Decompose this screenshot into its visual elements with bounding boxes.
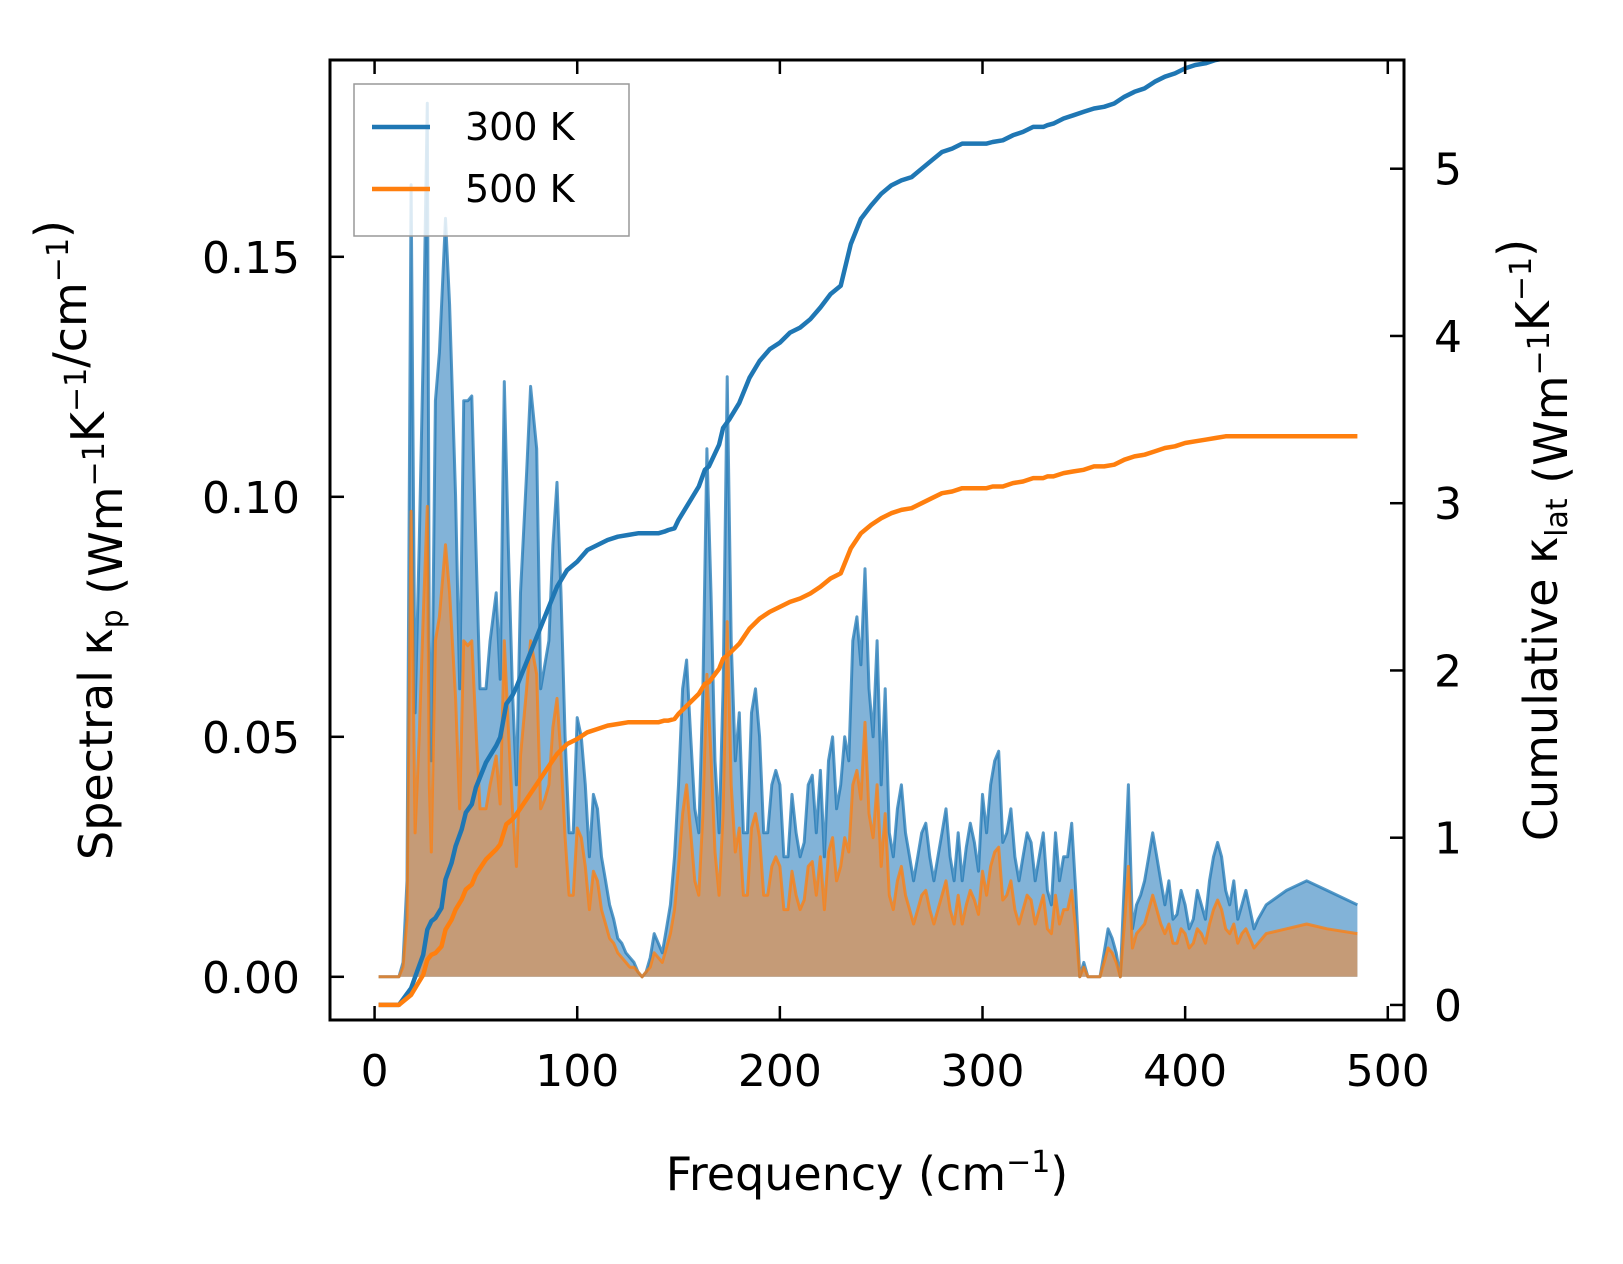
y-left-tick-label: 0.05 xyxy=(202,713,300,764)
x-axis-title: Frequency (cm−1) xyxy=(666,1145,1069,1201)
cumulative-500k-line xyxy=(378,434,1358,1008)
spectral-500k-area xyxy=(378,506,1358,977)
y-right-tick-label: 5 xyxy=(1434,145,1462,196)
y-right-tick-label: 1 xyxy=(1434,814,1462,865)
x-tick-label: 0 xyxy=(361,1046,389,1097)
plot-frame xyxy=(328,58,1406,1022)
x-tick-label: 300 xyxy=(941,1046,1025,1097)
y-right-tick-label: 3 xyxy=(1434,479,1462,530)
y-right-axis-title: Cumulative κlat (Wm−1K−1) xyxy=(1488,239,1578,841)
legend-label-300k: 300 K xyxy=(465,105,576,149)
legend-box xyxy=(353,83,630,237)
x-tick-label: 100 xyxy=(535,1046,619,1097)
y-left-tick-label: 0.15 xyxy=(202,233,300,284)
legend-label-500k: 500 K xyxy=(465,167,576,211)
legend: 300 K 500 K xyxy=(353,83,630,237)
y-right-tick-label: 4 xyxy=(1434,312,1462,363)
x-tick-label: 500 xyxy=(1346,1046,1430,1097)
cumulative-300k-line xyxy=(378,60,1230,1008)
y-right-tick-label: 2 xyxy=(1434,646,1462,697)
y-left-axis-title: Spectral κp (Wm−1K−1/cm−1) xyxy=(25,220,133,860)
x-tick-label: 400 xyxy=(1143,1046,1227,1097)
spectral-500k-line xyxy=(378,504,1358,979)
y-right-tick-label: 0 xyxy=(1434,981,1462,1032)
y-left-tick-label: 0.10 xyxy=(202,473,300,524)
x-tick-label: 200 xyxy=(738,1046,822,1097)
y-left-tick-label: 0.00 xyxy=(202,953,300,1004)
